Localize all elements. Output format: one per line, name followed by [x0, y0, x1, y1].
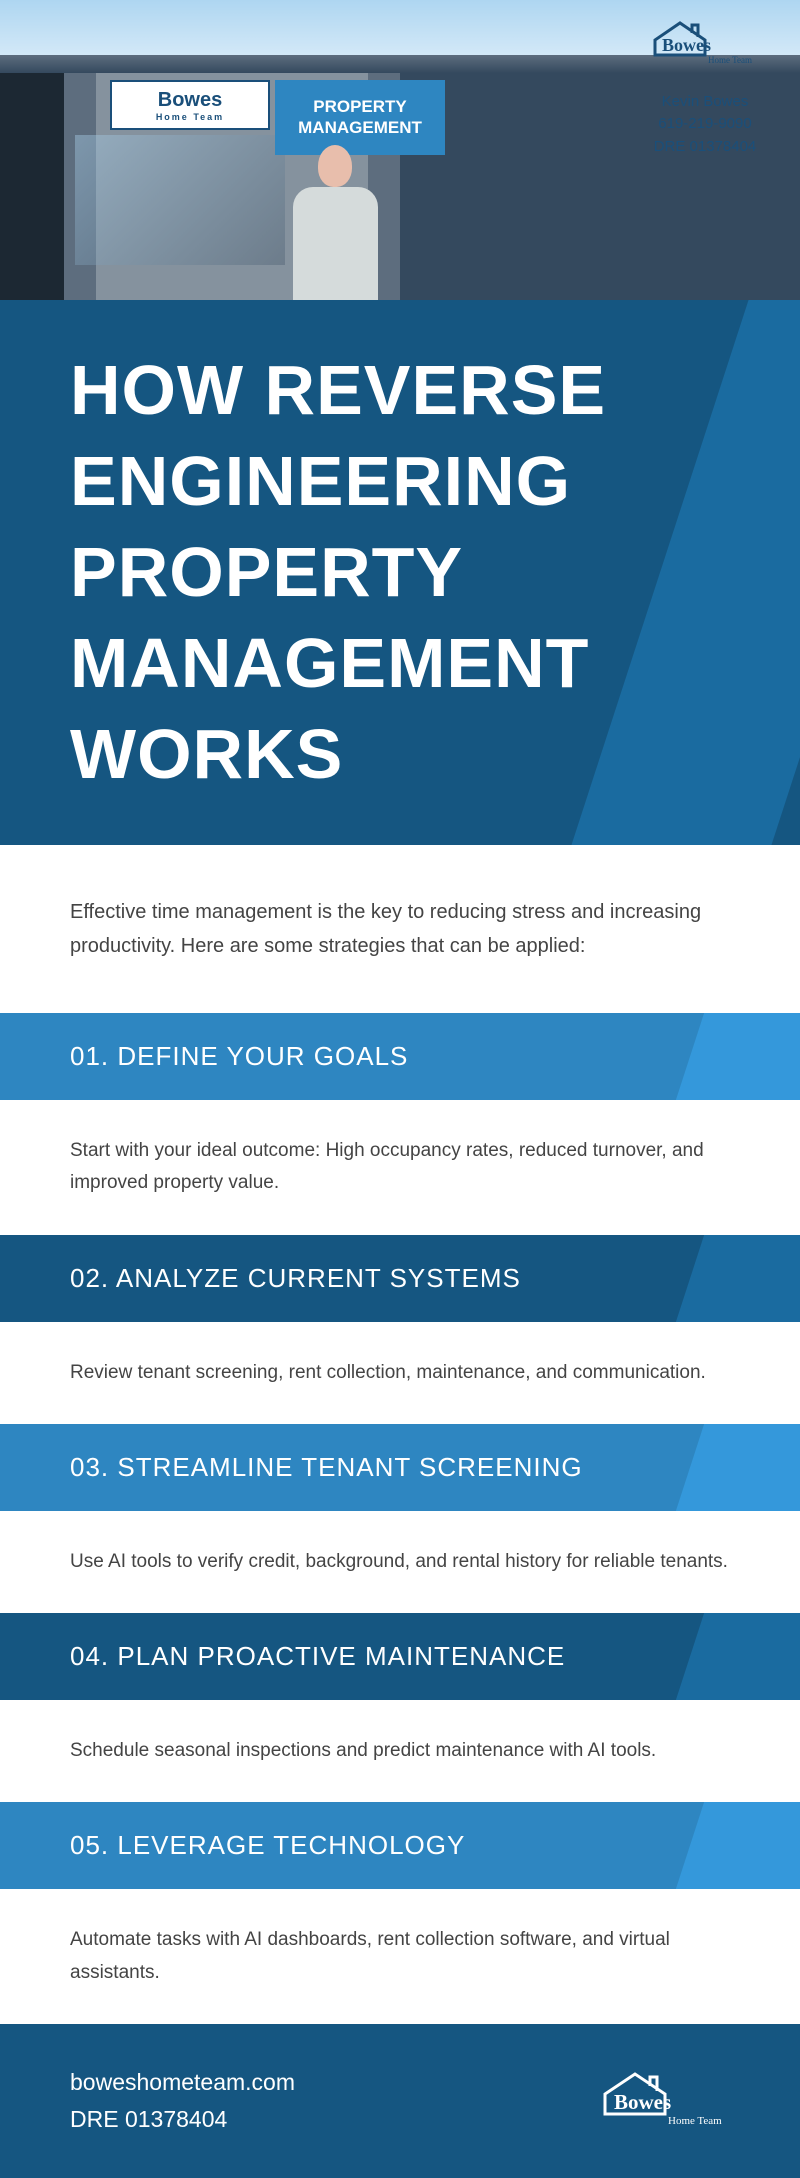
svg-text:Home Team: Home Team: [708, 55, 752, 65]
footer-logo-icon: Bowes Home Team: [590, 2066, 730, 2136]
window-reflection: [75, 135, 285, 265]
steps-container: 01. DEFINE YOUR GOALS Start with your ide…: [0, 1013, 800, 2024]
page-title: HOW REVERSE ENGINEERING PROPERTY MANAGEM…: [70, 345, 730, 800]
bowes-logo-icon: Bowes Home Team: [640, 15, 770, 75]
intro-text: Effective time management is the key to …: [0, 845, 800, 1013]
svg-text:Bowes: Bowes: [662, 35, 711, 55]
sign-pm-line2: MANAGEMENT: [298, 118, 422, 138]
sign-pm-line1: PROPERTY: [313, 97, 407, 117]
svg-text:Home Team: Home Team: [668, 2115, 722, 2127]
step-body-1: Start with your ideal outcome: High occu…: [0, 1100, 800, 1235]
step-heading-text: 04. PLAN PROACTIVE MAINTENANCE: [70, 1641, 565, 1671]
footer-dre: DRE 01378404: [70, 2101, 295, 2138]
svg-text:Bowes: Bowes: [614, 2090, 671, 2114]
footer: boweshometeam.com DRE 01378404 Bowes Hom…: [0, 2024, 800, 2178]
step-body-5: Automate tasks with AI dashboards, rent …: [0, 1889, 800, 2024]
contact-name: Kevin Bowes: [640, 91, 770, 114]
property-management-sign: PROPERTY MANAGEMENT: [275, 80, 445, 155]
footer-website: boweshometeam.com: [70, 2064, 295, 2101]
storefront-logo-sign: Bowes Home Team: [110, 80, 270, 130]
person-silhouette: [280, 145, 390, 300]
sign-logo-sub: Home Team: [156, 112, 224, 122]
step-heading-text: 03. STREAMLINE TENANT SCREENING: [70, 1452, 583, 1482]
footer-text: boweshometeam.com DRE 01378404: [70, 2064, 295, 2138]
step-heading-text: 02. ANALYZE CURRENT SYSTEMS: [70, 1263, 521, 1293]
contact-dre: DRE 01378404: [640, 136, 770, 159]
step-heading-3: 03. STREAMLINE TENANT SCREENING: [0, 1424, 800, 1511]
contact-info-box: Bowes Home Team Kevin Bowes 619-219-9090…: [640, 15, 770, 158]
contact-phone: 619-219-9090: [640, 113, 770, 136]
step-body-4: Schedule seasonal inspections and predic…: [0, 1700, 800, 1802]
step-heading-2: 02. ANALYZE CURRENT SYSTEMS: [0, 1235, 800, 1322]
step-heading-text: 05. LEVERAGE TECHNOLOGY: [70, 1830, 465, 1860]
step-heading-1: 01. DEFINE YOUR GOALS: [0, 1013, 800, 1100]
step-heading-5: 05. LEVERAGE TECHNOLOGY: [0, 1802, 800, 1889]
title-band: HOW REVERSE ENGINEERING PROPERTY MANAGEM…: [0, 300, 800, 845]
step-heading-4: 04. PLAN PROACTIVE MAINTENANCE: [0, 1613, 800, 1700]
sign-logo-main: Bowes: [158, 89, 222, 112]
step-body-2: Review tenant screening, rent collection…: [0, 1322, 800, 1424]
step-body-3: Use AI tools to verify credit, backgroun…: [0, 1511, 800, 1613]
hero-image: Bowes Home Team PROPERTY MANAGEMENT Bowe…: [0, 0, 800, 300]
step-heading-text: 01. DEFINE YOUR GOALS: [70, 1041, 408, 1071]
